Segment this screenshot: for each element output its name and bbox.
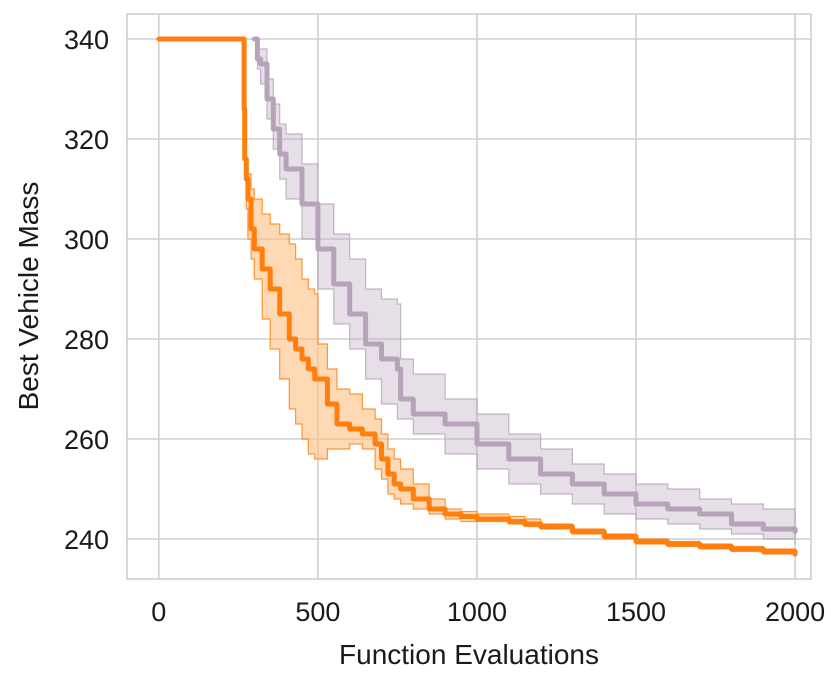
grid [127,14,811,579]
y-tick-label: 320 [64,125,109,155]
plot-frame [126,13,812,580]
series-2-line [156,36,798,557]
y-axis-label: Best Vehicle Mass [13,182,44,411]
x-tick-label: 2000 [765,597,825,627]
y-tick-label: 280 [64,325,109,355]
x-tick-label: 500 [295,597,340,627]
series-1-band [254,38,796,544]
y-tick-label: 300 [64,225,109,255]
y-tick-label: 260 [64,425,109,455]
x-axis-label: Function Evaluations [339,639,599,670]
y-tick-label: 240 [64,525,109,555]
series-1-line [251,36,798,534]
x-tick-label: 0 [151,597,166,627]
series-lines [156,36,798,557]
x-tick-label: 1000 [447,597,507,627]
x-axis-ticks: 0 500 1000 1500 2000 [151,597,825,627]
y-tick-label: 340 [64,25,109,55]
x-tick-label: 1500 [606,597,666,627]
y-axis-ticks: 240 260 280 300 320 340 [64,25,109,555]
